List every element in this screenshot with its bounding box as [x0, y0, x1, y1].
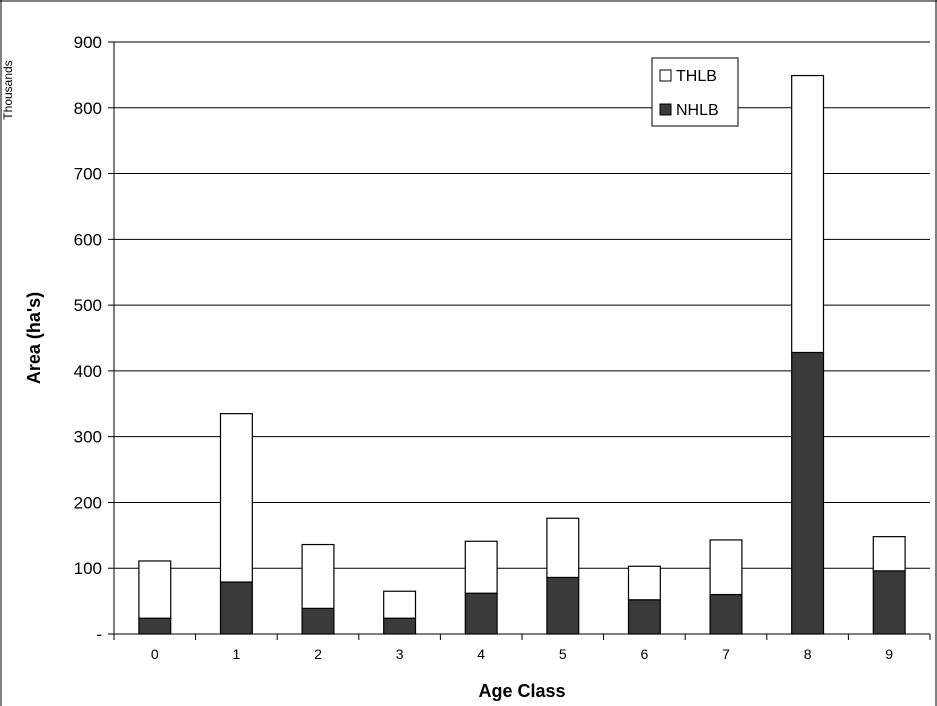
- bar-nhlb-9: [872, 570, 906, 635]
- y-tick-label: -: [96, 625, 102, 644]
- bar-thlb-5: [546, 517, 580, 579]
- bars: [138, 74, 906, 635]
- y-tick-label: 500: [74, 296, 102, 315]
- x-tick-label: 0: [151, 646, 159, 662]
- x-tick-label: 9: [885, 646, 893, 662]
- x-tick-label: 3: [396, 646, 404, 662]
- bar-thlb-9: [872, 536, 906, 572]
- bar-thlb-3: [383, 590, 417, 619]
- x-tick-label: 7: [722, 646, 730, 662]
- bar-thlb-0: [138, 560, 172, 619]
- y-axis-title: Area (ha's): [24, 292, 44, 384]
- y-units-label: Thousands: [1, 60, 15, 119]
- y-tick-label: 700: [74, 165, 102, 184]
- bar-nhlb-8: [791, 351, 825, 635]
- bar-nhlb-3: [383, 617, 417, 635]
- x-tick-label: 8: [804, 646, 812, 662]
- y-tick-label: 600: [74, 230, 102, 249]
- x-tick-label: 6: [641, 646, 649, 662]
- bar-thlb-8: [791, 74, 825, 354]
- bar-thlb-4: [464, 540, 498, 594]
- bar-nhlb-0: [138, 617, 172, 635]
- x-tick-label: 4: [477, 646, 485, 662]
- x-tick-label: 5: [559, 646, 567, 662]
- legend-label-nhlb: NHLB: [676, 102, 719, 119]
- legend-label-thlb: THLB: [676, 68, 717, 85]
- y-tick-label: 900: [74, 33, 102, 52]
- y-tick-label: 100: [74, 559, 102, 578]
- legend: THLB NHLB: [651, 57, 739, 127]
- x-tick-labels: 0 1 2 3 4 5 6 7 8 9: [151, 646, 893, 662]
- bar-nhlb-5: [546, 576, 580, 635]
- bar-nhlb-7: [709, 593, 743, 635]
- axes: [108, 41, 931, 640]
- y-tick-label: 800: [74, 99, 102, 118]
- x-tick-label: 1: [233, 646, 241, 662]
- y-tick-label: 300: [74, 428, 102, 447]
- bar-thlb-6: [627, 565, 661, 601]
- x-axis-title: Age Class: [478, 681, 565, 701]
- bar-nhlb-2: [301, 607, 335, 635]
- bar-thlb-2: [301, 543, 335, 609]
- legend-swatch-thlb: [659, 69, 672, 82]
- legend-swatch-nhlb: [659, 103, 672, 116]
- bar-thlb-1: [219, 413, 253, 583]
- bar-nhlb-4: [464, 592, 498, 635]
- x-tick-label: 2: [314, 646, 322, 662]
- y-tick-labels: - 100 200 300 400 500 600 700 800 900: [74, 33, 102, 644]
- bar-thlb-7: [709, 539, 743, 596]
- bar-nhlb-1: [219, 581, 253, 635]
- bar-nhlb-6: [627, 599, 661, 635]
- y-tick-label: 400: [74, 362, 102, 381]
- y-tick-label: 200: [74, 493, 102, 512]
